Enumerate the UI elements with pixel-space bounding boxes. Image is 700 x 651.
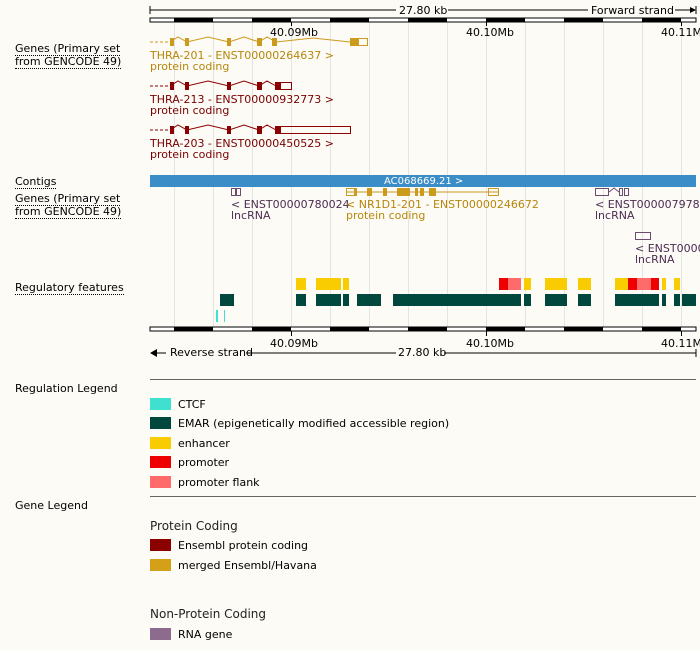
emar-feature[interactable]	[674, 294, 680, 306]
top-tick-label-1: 40.09Mb	[270, 27, 318, 38]
enhancer-feature[interactable]	[316, 278, 341, 290]
legend-swatch	[150, 417, 171, 429]
reverse-gene-enst00000780024[interactable]	[232, 189, 241, 196]
enhancer-feature[interactable]	[343, 278, 349, 290]
emar-feature[interactable]	[662, 294, 666, 306]
non-protein-coding-heading: Non-Protein Coding	[150, 607, 266, 621]
legend-swatch	[150, 437, 171, 449]
legend-swatch	[150, 476, 171, 488]
promoter-feature[interactable]	[651, 278, 659, 290]
track-label-contigs[interactable]: Contigs	[15, 175, 56, 188]
transcript-3-type: protein coding	[150, 149, 229, 160]
enhancer-feature[interactable]	[615, 278, 628, 290]
emar-feature[interactable]	[393, 294, 521, 306]
enhancer-feature[interactable]	[545, 278, 567, 290]
emar-feature[interactable]	[357, 294, 381, 306]
emar-feature[interactable]	[615, 294, 659, 306]
reverse-gene-3-type: lncRNA	[595, 210, 634, 221]
bottom-scale-length: 27.80 kb	[398, 347, 446, 358]
promoter-feature[interactable]	[628, 278, 637, 290]
transcript-2-type: protein coding	[150, 105, 229, 116]
promoter-flank-feature[interactable]	[508, 278, 521, 290]
track-label-genes-reverse[interactable]: Genes (Primary set from GENCODE 49)	[15, 192, 121, 218]
reverse-gene-1-type: lncRNA	[231, 210, 270, 221]
legend-swatch	[150, 559, 171, 571]
reverse-gene-nr1d1-201[interactable]	[346, 188, 499, 196]
track-label-regulatory[interactable]: Regulatory features	[15, 281, 124, 294]
divider	[150, 496, 696, 497]
emar-feature[interactable]	[524, 294, 531, 306]
track-label-genes-forward[interactable]: Genes (Primary set from GENCODE 49)	[15, 42, 121, 68]
transcript-thra-201[interactable]	[150, 37, 368, 46]
bottom-tick-label-1: 40.09Mb	[270, 338, 318, 349]
ctcf-features	[216, 310, 225, 322]
legend-swatch	[150, 539, 171, 551]
protein-coding-heading: Protein Coding	[150, 519, 238, 533]
transcript-thra-203[interactable]	[150, 125, 351, 134]
promoter-flank-feature[interactable]	[637, 278, 651, 290]
transcript-1-type: protein coding	[150, 61, 229, 72]
regulatory-row-1	[296, 278, 680, 290]
top-scale-length: 27.80 kb	[398, 5, 448, 16]
emar-feature[interactable]	[682, 294, 696, 306]
emar-feature[interactable]	[316, 294, 341, 306]
divider	[150, 379, 696, 380]
top-strand-label: Forward strand	[590, 5, 675, 16]
promoter-feature[interactable]	[499, 278, 508, 290]
gene-legend-title: Gene Legend	[15, 499, 88, 512]
reverse-gene-4-type: lncRNA	[635, 254, 674, 265]
ctcf-feature[interactable]	[224, 310, 225, 322]
emar-feature[interactable]	[578, 294, 591, 306]
enhancer-feature[interactable]	[524, 278, 531, 290]
regulation-legend-title: Regulation Legend	[15, 382, 118, 395]
bottom-strand-label: Reverse strand	[170, 347, 253, 358]
reverse-gene-2-type: protein coding	[346, 210, 425, 221]
emar-feature[interactable]	[296, 294, 306, 306]
emar-feature[interactable]	[545, 294, 567, 306]
enhancer-feature[interactable]	[296, 278, 306, 290]
top-tick-label-3: 40.11Mb	[661, 27, 700, 38]
legend-swatch	[150, 456, 171, 468]
enhancer-feature[interactable]	[578, 278, 591, 290]
ctcf-feature[interactable]	[216, 310, 218, 322]
enhancer-feature[interactable]	[662, 278, 666, 290]
transcript-thra-213[interactable]	[150, 81, 292, 90]
reverse-gene-enst00000797867[interactable]	[596, 188, 629, 196]
top-tick-label-2: 40.10Mb	[466, 27, 514, 38]
contig-label[interactable]: AC068669.21 >	[384, 176, 463, 187]
enhancer-feature[interactable]	[674, 278, 680, 290]
bottom-tick-label-2: 40.10Mb	[466, 338, 514, 349]
emar-feature[interactable]	[220, 294, 234, 306]
emar-feature[interactable]	[343, 294, 349, 306]
bottom-tick-label-3: 40.11Mb	[661, 338, 700, 349]
legend-swatch	[150, 628, 171, 640]
legend-swatch	[150, 398, 171, 410]
